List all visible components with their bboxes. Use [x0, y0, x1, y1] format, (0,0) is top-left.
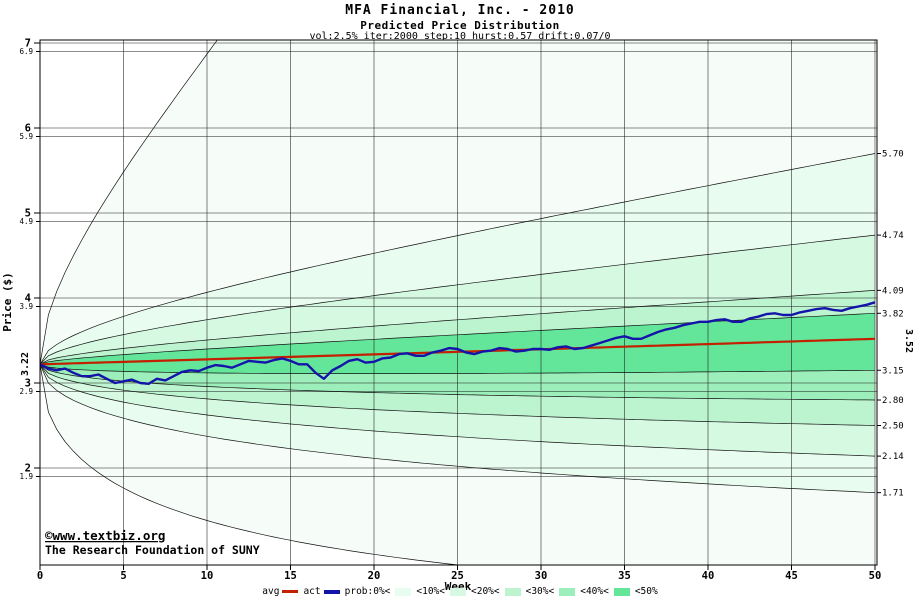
- legend-prob-label-2: <20%<: [471, 586, 500, 597]
- legend-band-swatch: [395, 587, 412, 596]
- band-boundary-curve: [40, 234, 876, 365]
- chart-title: MFA Financial, Inc. - 2010: [345, 3, 575, 18]
- y-minor-tick-label: 4.9: [19, 217, 33, 226]
- band-boundary-curve: [40, 364, 876, 493]
- x-tick-label: 20: [368, 570, 381, 582]
- y-minor-tick-label: 3.9: [19, 302, 33, 311]
- legend-prob-label-5: <50%: [634, 586, 658, 597]
- legend-band-swatch: [450, 587, 466, 596]
- plot-frame: [39, 39, 878, 566]
- legend-avg-label: avg: [262, 586, 280, 597]
- legend-prob-label-4: <40%<: [580, 586, 609, 597]
- legend-act-swatch: [323, 589, 340, 594]
- x-tick-label: 5: [120, 570, 126, 582]
- y-minor-tick-label: 6.9: [19, 47, 33, 56]
- chart-subtitle: Predicted Price Distribution: [360, 19, 560, 32]
- legend-act-label: act: [303, 586, 321, 597]
- band-boundary-curve: [40, 312, 876, 365]
- band-boundary-curve: [40, 153, 876, 365]
- band-group: [40, 40, 877, 565]
- right-axis-label: 3.82: [882, 309, 904, 319]
- band-boundary-curve: [40, 364, 876, 457]
- band-boundary-curve: [40, 364, 876, 401]
- x-tick-label: 0: [37, 570, 43, 582]
- act-price-line: [40, 301, 876, 385]
- right-axis-label: 2.80: [882, 396, 904, 406]
- legend: avg act prob:0%< <10%< <20%< <30%< <40%<…: [0, 586, 920, 597]
- avg-price-line: [40, 337, 876, 366]
- x-tick-label: 15: [284, 570, 297, 582]
- avg-end-label: 3.52: [903, 329, 914, 353]
- x-tick-label: 25: [451, 570, 464, 582]
- x-tick-label: 50: [869, 570, 882, 582]
- y-minor-tick-label: 2.9: [19, 387, 33, 396]
- legend-prob-label-1: <10%<: [416, 586, 445, 597]
- legend-prob-label-3: <30%<: [525, 586, 555, 597]
- right-axis-label: 4.09: [882, 286, 904, 296]
- right-axis-label: 3.15: [882, 366, 904, 376]
- y-tick-label: 4: [25, 293, 31, 305]
- x-tick-label: 10: [201, 570, 214, 582]
- copyright-org: The Research Foundation of SUNY: [45, 543, 260, 557]
- y-axis-title: Price ($): [1, 272, 14, 332]
- y-tick-label: 2: [25, 463, 31, 475]
- right-axis-label: 2.14: [882, 452, 904, 462]
- band-boundary-curve: [40, 364, 876, 426]
- plot-layers: [40, 40, 877, 565]
- y-tick-label: 7: [25, 38, 31, 50]
- band-boundary-curve: [40, 290, 876, 365]
- simulation-parameters: vol:2.5% iter:2000 step:10 hurst:0.57 dr…: [309, 31, 611, 42]
- y-minor-tick-label: 5.9: [19, 132, 33, 141]
- band-boundary-curve: [40, 40, 218, 365]
- legend-band-swatch: [613, 587, 630, 596]
- legend-prob-label-0: prob:0%<: [344, 586, 391, 597]
- right-axis-label: 1.71: [882, 489, 904, 499]
- y-tick-label: 3: [25, 378, 31, 390]
- legend-avg-swatch: [282, 590, 299, 593]
- right-axis-label: 2.50: [882, 422, 904, 432]
- right-axis-label: 5.70: [882, 150, 904, 160]
- right-axis-label: 4.74: [882, 231, 904, 241]
- legend-band-swatch: [504, 587, 521, 596]
- y-tick-label: 5: [25, 208, 31, 220]
- x-tick-label: 35: [618, 570, 631, 582]
- y-minor-tick-label: 1.9: [19, 472, 33, 481]
- y-tick-label: 6: [25, 123, 31, 135]
- x-tick-label: 40: [702, 570, 715, 582]
- x-tick-label: 45: [785, 570, 798, 582]
- start-price-label: 3.22: [20, 352, 31, 376]
- legend-band-swatch: [559, 587, 576, 596]
- copyright-link[interactable]: ©www.textbiz.org: [45, 528, 165, 543]
- x-tick-label: 30: [535, 570, 548, 582]
